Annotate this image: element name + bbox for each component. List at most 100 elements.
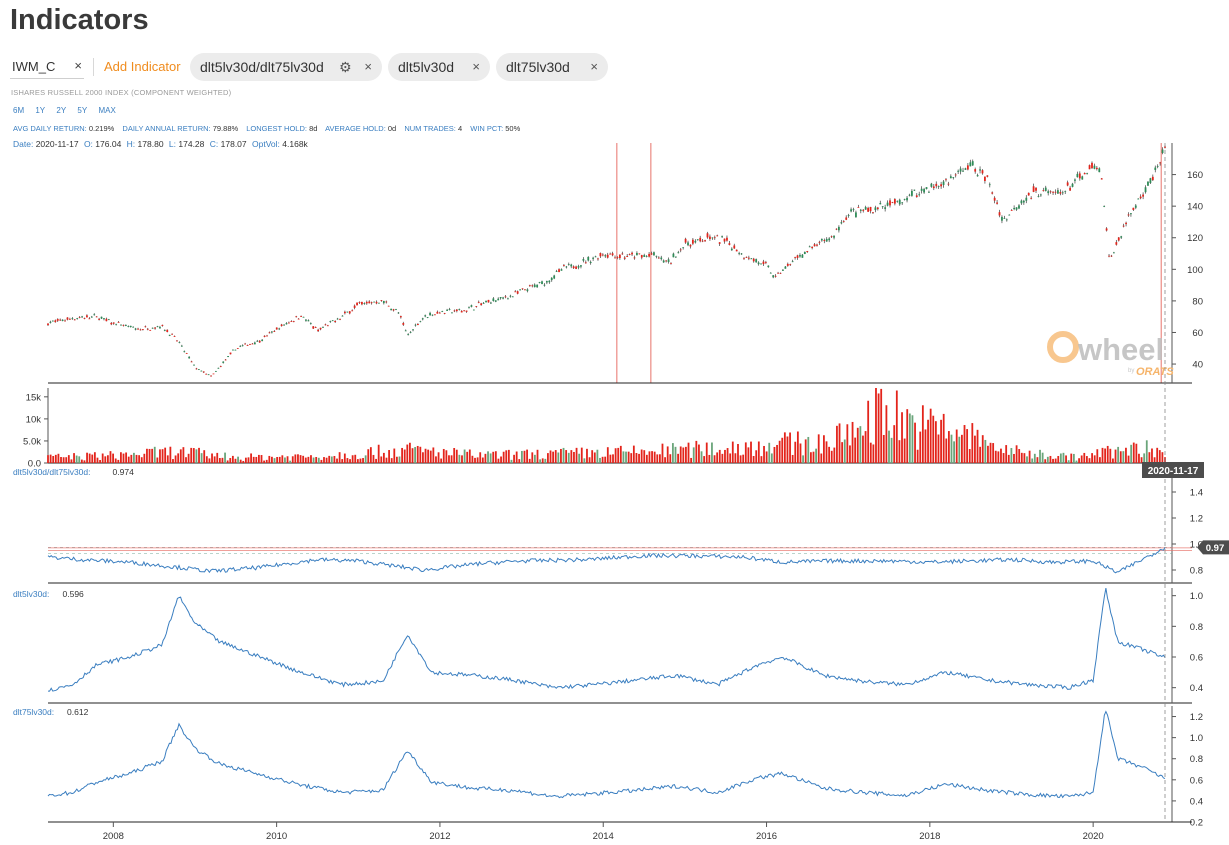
add-indicator-button[interactable]: Add Indicator — [104, 59, 181, 74]
volume-bar — [744, 442, 747, 463]
volume-bar — [1023, 453, 1026, 463]
close-icon[interactable]: × — [590, 59, 598, 74]
stat-label: AVERAGE HOLD: — [325, 124, 386, 133]
candle-body — [1042, 190, 1045, 192]
candle-body — [137, 328, 139, 330]
candle-body — [650, 253, 653, 255]
candle-body — [616, 257, 619, 258]
volume-bar — [398, 456, 401, 463]
close-icon[interactable]: × — [364, 59, 372, 74]
candle-body — [993, 197, 996, 201]
volume-bar — [80, 459, 83, 463]
candle-body — [782, 269, 784, 271]
candle-body — [1132, 207, 1135, 210]
candle-body — [285, 323, 288, 325]
volume-bar — [622, 451, 625, 463]
indicator-chip-dlt75[interactable]: dlt75lv30d × — [496, 53, 608, 81]
candle-body — [599, 253, 602, 257]
range-5y[interactable]: 5Y — [77, 106, 88, 115]
range-1y[interactable]: 1Y — [35, 106, 46, 115]
candle-body — [49, 321, 52, 323]
volume-bar — [770, 453, 773, 463]
candle-body — [1110, 255, 1113, 257]
volume-bar — [523, 450, 526, 463]
candle-body — [122, 324, 125, 326]
volume-bar — [614, 448, 617, 463]
volume-bar — [271, 456, 273, 463]
candle-body — [913, 189, 916, 191]
candle-body — [550, 277, 553, 281]
volume-bar — [583, 458, 586, 463]
gear-icon[interactable]: ⚙ — [339, 59, 352, 75]
volume-bar — [237, 456, 239, 463]
candle-body — [762, 261, 765, 265]
candle-body — [764, 262, 767, 264]
candle-body — [193, 364, 195, 366]
range-max[interactable]: MAX — [98, 106, 116, 115]
close-icon[interactable]: × — [472, 59, 480, 74]
volume-bar — [692, 447, 695, 463]
candle-body — [56, 318, 59, 321]
ratio-value-text: 0.97 — [1206, 543, 1225, 554]
candle-body — [679, 249, 682, 251]
volume-bar — [807, 436, 810, 463]
candle-body — [509, 295, 512, 297]
candle-body — [178, 342, 181, 344]
candle-body — [541, 281, 543, 284]
volume-bar — [479, 452, 482, 463]
volume-bar — [828, 446, 831, 463]
volume-bar — [804, 439, 807, 463]
candle-body — [421, 318, 424, 320]
volume-bar — [481, 457, 484, 463]
volume-bar — [1026, 456, 1028, 463]
volume-bar — [843, 439, 846, 463]
volume-bar — [682, 447, 685, 463]
volume-bar — [955, 429, 958, 463]
candle-body — [326, 325, 329, 327]
volume-bar — [1039, 449, 1041, 463]
volume-bar — [1059, 453, 1062, 463]
volume-bar — [893, 425, 896, 463]
candle-body — [1064, 190, 1067, 192]
candle-body — [1156, 166, 1159, 168]
candle-body — [1105, 228, 1108, 231]
candle-body — [840, 222, 843, 224]
candle-body — [234, 349, 237, 351]
candle-body — [380, 300, 383, 301]
volume-bar — [302, 455, 305, 463]
wheel-logo: wheel by ORATS — [1047, 331, 1174, 378]
candle-body — [453, 310, 456, 312]
y-tick-label: 0.4 — [1190, 796, 1203, 807]
volume-bar — [278, 456, 281, 463]
volume-bar — [619, 445, 622, 463]
volume-bar — [1005, 445, 1008, 463]
candle-body — [1066, 182, 1069, 186]
candle-body — [689, 244, 692, 247]
candle-body — [648, 253, 650, 257]
volume-bar — [711, 442, 713, 463]
ticker-input[interactable]: IWM_C × — [10, 54, 84, 79]
candle-body — [962, 170, 964, 172]
volume-bar — [648, 451, 651, 463]
volume-bar — [1096, 449, 1099, 463]
range-2y[interactable]: 2Y — [56, 106, 67, 115]
candle-body — [336, 318, 339, 320]
range-6m[interactable]: 6M — [13, 106, 25, 115]
logo-orats: ORATS — [1136, 366, 1174, 378]
candle-body — [779, 272, 782, 274]
candle-body — [502, 297, 504, 299]
volume-bar — [1104, 448, 1107, 463]
volume-bar — [195, 449, 198, 463]
indicator-chip-ratio[interactable]: dlt5lv30d/dlt75lv30d ⚙ × — [190, 53, 382, 81]
volume-bar — [73, 453, 75, 463]
indicator-chip-dlt5[interactable]: dlt5lv30d × — [388, 53, 490, 81]
volume-bar — [612, 454, 614, 463]
y-tick-label: 0.6 — [1190, 775, 1203, 786]
ticker-symbol[interactable]: IWM_C — [12, 59, 56, 74]
candle-body — [144, 326, 147, 328]
candle-body — [307, 320, 310, 322]
candle-body — [331, 320, 334, 322]
volume-bar — [1117, 446, 1120, 463]
ticker-clear-icon[interactable]: × — [74, 58, 82, 73]
